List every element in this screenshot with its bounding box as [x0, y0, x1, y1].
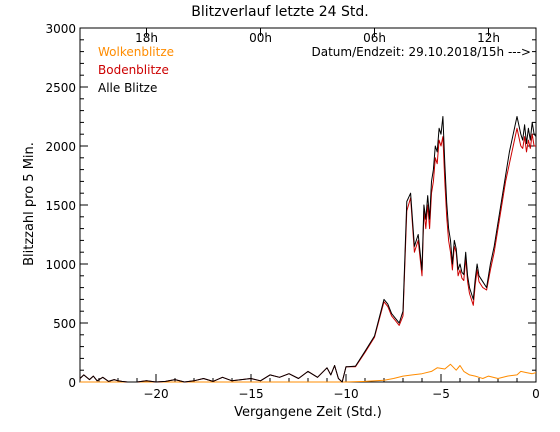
- y-tick-label: 500: [53, 317, 76, 331]
- y-tick-label: 2500: [45, 81, 76, 95]
- y-tick-label: 1000: [45, 258, 76, 272]
- top-tick-label: 12h: [477, 31, 500, 45]
- y-tick-label: 1500: [45, 199, 76, 213]
- top-tick-label: 00h: [249, 31, 272, 45]
- axis-ticks: −20 −15 −10 −5 0 0 500 1000 1500 2000 2500 3000 18h 0…: [45, 22, 539, 401]
- y-tick-label: 2000: [45, 140, 76, 154]
- y-tick-label: 0: [68, 376, 76, 390]
- series-line-wolkenblitze: [80, 363, 537, 383]
- legend-alle-blitze: Alle Blitze: [98, 81, 157, 95]
- x-axis-label: Vergangene Zeit (Std.): [234, 405, 382, 420]
- x-tick-label: −10: [333, 387, 358, 401]
- top-tick-label: 06h: [363, 31, 386, 45]
- x-tick-label: −20: [143, 387, 168, 401]
- end-time-annotation: Datum/Endzeit: 29.10.2018/15h --->: [311, 45, 531, 59]
- x-tick-label: −15: [238, 387, 263, 401]
- x-tick-label: 0: [532, 387, 540, 401]
- legend-wolkenblitze: Wolkenblitze: [98, 45, 174, 59]
- x-tick-label: −5: [432, 387, 450, 401]
- series-line-bodenblitze: [79, 127, 536, 383]
- y-axis-label: Blitzzahl pro 5 Min.: [22, 142, 37, 266]
- chart-title: Blitzverlauf letzte 24 Std.: [191, 4, 368, 20]
- series-line-alle-blitze: [79, 116, 537, 383]
- series-layer: [79, 116, 537, 383]
- legend-bodenblitze: Bodenblitze: [98, 63, 169, 77]
- top-tick-label: 18h: [135, 31, 158, 45]
- y-tick-label: 3000: [45, 22, 76, 36]
